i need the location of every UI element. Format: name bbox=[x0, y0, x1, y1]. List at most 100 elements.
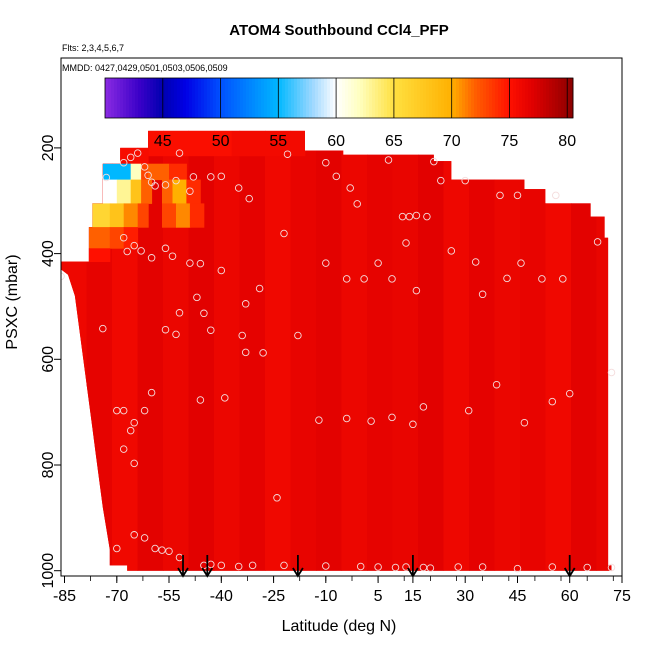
x-tick-label: -40 bbox=[210, 588, 233, 605]
colorbar-cell bbox=[366, 78, 370, 118]
sample-point bbox=[402, 239, 410, 247]
sample-point bbox=[419, 403, 428, 411]
field-stripe bbox=[494, 130, 521, 571]
field-cell bbox=[137, 203, 149, 228]
colorbar-cell bbox=[201, 78, 205, 118]
sample-point bbox=[367, 417, 375, 425]
sample-point bbox=[130, 531, 138, 539]
colorbar-cell bbox=[405, 78, 409, 118]
sample-point bbox=[517, 259, 525, 267]
sample-point bbox=[294, 331, 302, 340]
colorbar-cell bbox=[222, 78, 226, 118]
colorbar-cell bbox=[384, 78, 388, 118]
sample-point bbox=[137, 247, 145, 255]
colorbar-frame bbox=[104, 77, 574, 119]
colorbar-cell bbox=[108, 78, 112, 118]
sample-point bbox=[520, 418, 529, 427]
sample-point bbox=[147, 388, 156, 397]
x-tick-label: 15 bbox=[404, 588, 422, 605]
sample-point bbox=[241, 348, 250, 357]
sample-point bbox=[126, 426, 135, 435]
sample-point bbox=[119, 406, 128, 415]
colorbar-cell bbox=[465, 78, 469, 118]
sample-point bbox=[280, 229, 288, 238]
sample-point bbox=[402, 563, 410, 571]
colorbar-cell bbox=[342, 78, 346, 118]
colorbar-cell bbox=[195, 78, 199, 118]
colorbar-cell bbox=[495, 78, 499, 118]
colorbar-cell bbox=[522, 78, 526, 118]
colorbar-cell bbox=[432, 78, 436, 118]
dates-subtitle: MMDD: 0427,0429,0501,0503,0506,0509 bbox=[62, 63, 228, 73]
colorbar-cell bbox=[156, 78, 160, 118]
colorbar-cell bbox=[444, 78, 448, 118]
sample-points bbox=[61, 149, 616, 573]
colorbar-cell bbox=[210, 78, 214, 118]
sample-point bbox=[175, 149, 184, 157]
colorbar-cell bbox=[516, 78, 520, 118]
flights-subtitle: Flts: 2,3,4,5,6,7 bbox=[62, 43, 124, 53]
sample-point bbox=[186, 259, 194, 267]
colorbar-cell bbox=[111, 78, 115, 118]
colorbar-cell bbox=[525, 78, 529, 118]
sample-point bbox=[464, 406, 473, 415]
colorbar-cell bbox=[534, 78, 538, 118]
sample-point bbox=[175, 309, 184, 317]
x-tick-label: 30 bbox=[456, 588, 474, 605]
sample-point bbox=[158, 546, 166, 554]
sample-point bbox=[140, 406, 149, 415]
colorbar-cell bbox=[399, 78, 403, 118]
colorbar-cell bbox=[138, 78, 142, 118]
sample-point bbox=[217, 266, 226, 275]
colorbar-cell bbox=[570, 78, 574, 118]
colorbar-cell bbox=[537, 78, 541, 118]
sample-point bbox=[168, 252, 177, 260]
field-stripe bbox=[469, 130, 496, 571]
sample-point bbox=[607, 368, 616, 377]
field-cell bbox=[109, 203, 125, 228]
sample-point bbox=[217, 561, 226, 570]
sample-point bbox=[513, 191, 522, 200]
colorbar-cell bbox=[513, 78, 517, 118]
sample-point bbox=[513, 564, 522, 573]
y-axis-label: PSXC (mbar) bbox=[4, 254, 21, 349]
field-cell bbox=[176, 203, 191, 228]
sample-point bbox=[273, 494, 281, 502]
colorbar-cell bbox=[531, 78, 535, 118]
sample-point bbox=[360, 275, 368, 283]
field-cell bbox=[172, 179, 187, 204]
colorbar-cell bbox=[483, 78, 487, 118]
field-stripe bbox=[520, 130, 547, 571]
plot-frame bbox=[60, 57, 623, 577]
colorbar-tick-label: 75 bbox=[501, 133, 519, 150]
sample-point bbox=[123, 247, 131, 256]
sample-point bbox=[245, 194, 253, 203]
field-cell bbox=[123, 203, 139, 228]
colorbar-cell bbox=[393, 78, 397, 118]
colorbar-cell bbox=[321, 78, 325, 118]
sample-point bbox=[151, 182, 159, 190]
sample-point bbox=[196, 396, 205, 404]
sample-point bbox=[144, 171, 152, 180]
sample-point bbox=[140, 163, 149, 171]
colorbar-cell bbox=[183, 78, 187, 118]
sample-point bbox=[280, 561, 288, 570]
sample-point bbox=[353, 200, 361, 208]
field-stripe bbox=[341, 130, 368, 571]
colorbar-cell bbox=[294, 78, 298, 118]
colorbar-cell bbox=[288, 78, 292, 118]
colorbar-tick-label: 60 bbox=[327, 133, 345, 150]
sample-point bbox=[126, 153, 135, 162]
sample-point bbox=[200, 309, 208, 318]
sample-point bbox=[503, 274, 511, 283]
field-cell bbox=[92, 203, 111, 228]
colorbar-cell bbox=[255, 78, 259, 118]
sample-point bbox=[130, 459, 138, 468]
colorbar-cell bbox=[279, 78, 283, 118]
colorbar-cell bbox=[225, 78, 229, 118]
colorbar-cell bbox=[552, 78, 556, 118]
colorbar-cell bbox=[336, 78, 340, 118]
colorbar-cell bbox=[414, 78, 418, 118]
sample-point bbox=[607, 563, 616, 572]
